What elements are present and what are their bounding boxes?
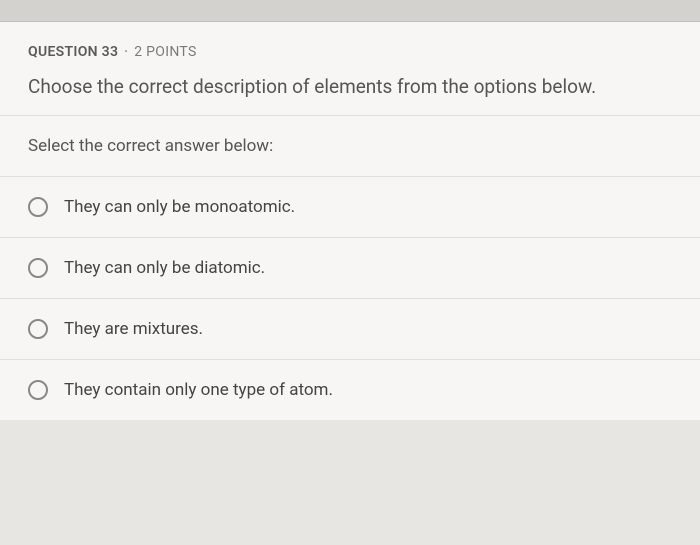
radio-icon [28,197,48,217]
option-text: They can only be diatomic. [64,258,265,278]
option-row-1[interactable]: They can only be diatomic. [0,237,700,298]
radio-icon [28,319,48,339]
option-text: They contain only one type of atom. [64,380,333,400]
points-label: 2 POINTS [134,44,196,60]
option-row-3[interactable]: They contain only one type of atom. [0,359,700,420]
question-header: QUESTION 33 · 2 POINTS Choose the correc… [0,22,700,115]
radio-icon [28,258,48,278]
question-text: Choose the correct description of elemen… [28,74,672,101]
top-bar [0,0,700,22]
question-number: QUESTION 33 [28,44,118,60]
select-prompt: Select the correct answer below: [0,115,700,176]
question-number-line: QUESTION 33 · 2 POINTS [28,44,672,60]
separator-dot: · [124,44,128,60]
question-container: QUESTION 33 · 2 POINTS Choose the correc… [0,22,700,420]
radio-icon [28,380,48,400]
option-row-0[interactable]: They can only be monoatomic. [0,176,700,237]
option-row-2[interactable]: They are mixtures. [0,298,700,359]
option-text: They are mixtures. [64,319,203,339]
option-text: They can only be monoatomic. [64,197,295,217]
